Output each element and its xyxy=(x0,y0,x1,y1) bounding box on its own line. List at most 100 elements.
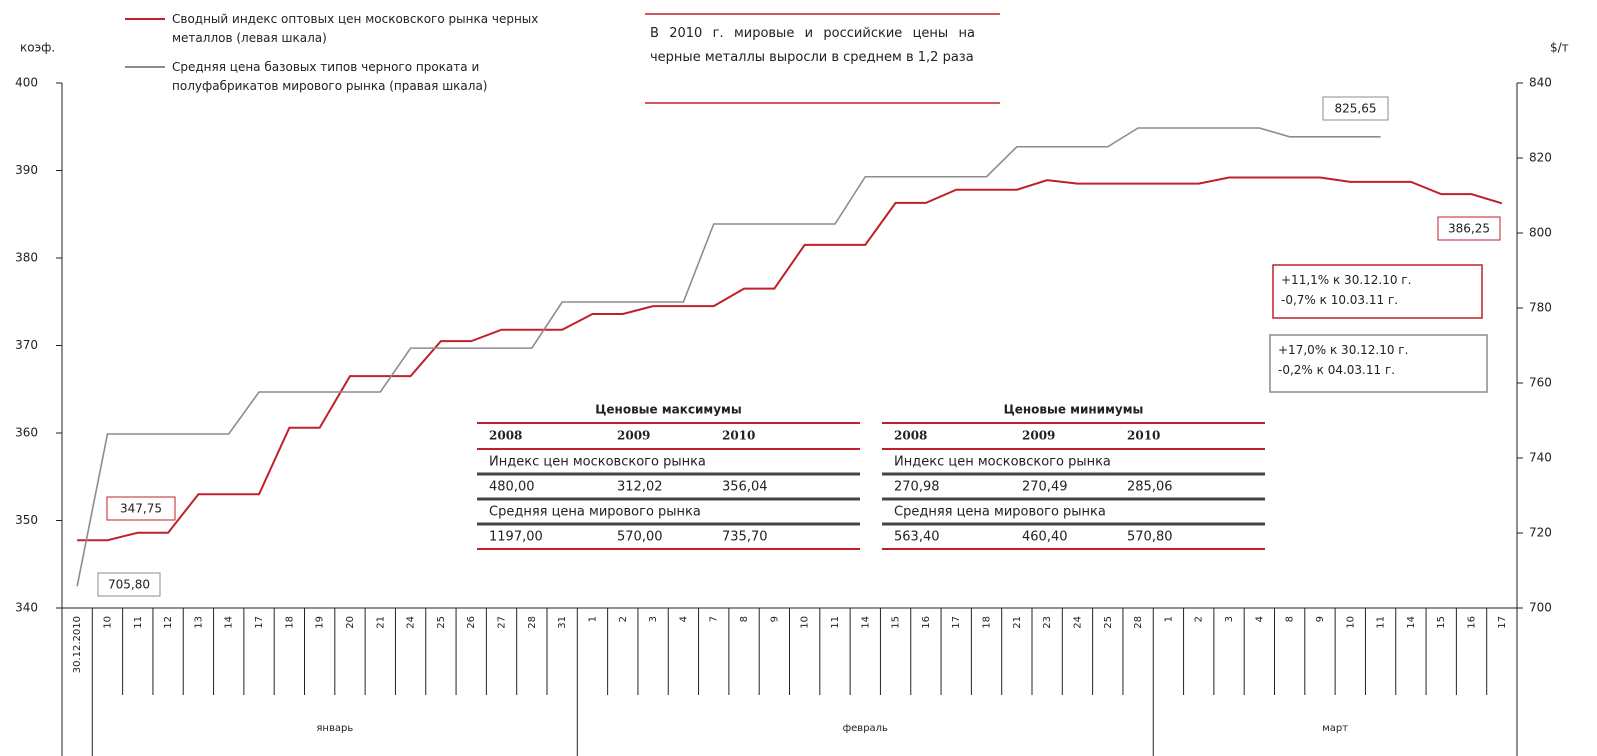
x-tick-label: 21 xyxy=(375,616,386,629)
annotation-box xyxy=(106,496,176,521)
y2-tick-label: 760 xyxy=(1529,376,1552,390)
series-line xyxy=(77,176,1503,542)
table-cell: 570,00 xyxy=(617,530,663,545)
table-header: 2010 xyxy=(1127,429,1160,443)
note-text: +11,1% к 30.12.10 г. xyxy=(1281,273,1412,287)
table-row-label: Средняя цена мирового рынка xyxy=(894,505,1106,520)
x-tick-label: 14 xyxy=(860,616,871,629)
y-tick-label: 400 xyxy=(15,76,38,90)
note-box xyxy=(1269,334,1488,393)
x-tick-label: 3 xyxy=(648,616,659,622)
table-cell: 270,49 xyxy=(1022,480,1068,495)
x-tick-label: 17 xyxy=(951,616,962,629)
x-tick-label: 19 xyxy=(315,616,326,629)
x-tick-label: 4 xyxy=(678,616,689,622)
x-tick-label: 10 xyxy=(1345,616,1356,629)
annotation-text: 825,65 xyxy=(1335,102,1377,116)
legend-label: Средняя цена базовых типов черного прока… xyxy=(172,60,488,93)
x-tick-label: 18 xyxy=(284,616,295,629)
x-tick-label: 15 xyxy=(891,616,902,629)
x-tick-label: 17 xyxy=(1497,616,1508,629)
note-text: В 2010 г. мировые и российские цены на ч… xyxy=(650,26,975,65)
y-tick-label: 340 xyxy=(15,601,38,615)
table-row-label: Индекс цен московского рынка xyxy=(489,455,706,470)
y2-axis-label: $/т xyxy=(1550,41,1569,55)
table-row-label: Индекс цен московского рынка xyxy=(894,455,1111,470)
x-tick-label: 10 xyxy=(800,616,811,629)
x-tick-label: 9 xyxy=(1315,616,1326,622)
x-tick-label: 11 xyxy=(1376,616,1387,629)
note-text: -0,2% к 04.03.11 г. xyxy=(1278,363,1396,377)
x-tick-label: 7 xyxy=(709,616,720,622)
x-tick-label: 9 xyxy=(769,616,780,622)
x-tick-label: 14 xyxy=(1406,616,1417,629)
y-axis-label: коэф. xyxy=(20,41,55,55)
annotation-box xyxy=(1322,96,1389,121)
table-cell: 460,40 xyxy=(1022,530,1068,545)
y-tick-label: 380 xyxy=(15,251,38,265)
x-tick-label: 28 xyxy=(1133,616,1144,629)
table-header: 2009 xyxy=(617,429,650,443)
x-tick-label: 30.12.2010 xyxy=(72,616,83,673)
table-header: 2010 xyxy=(722,429,755,443)
y-tick-label: 390 xyxy=(15,163,38,177)
x-tick-label: 31 xyxy=(557,616,568,629)
x-tick-label: 25 xyxy=(436,616,447,629)
x-tick-label: 26 xyxy=(466,616,477,629)
y2-tick-label: 820 xyxy=(1529,151,1552,165)
table-cell: 480,00 xyxy=(489,480,535,495)
x-tick-label: 13 xyxy=(193,616,204,629)
table-row-label: Средняя цена мирового рынка xyxy=(489,505,701,520)
x-tick-label: 8 xyxy=(739,616,750,622)
table-header: 2009 xyxy=(1022,429,1055,443)
table-cell: 285,06 xyxy=(1127,480,1173,495)
table-cell: 563,40 xyxy=(894,530,940,545)
x-tick-label: 2 xyxy=(618,616,629,622)
x-tick-label: 8 xyxy=(1285,616,1296,622)
x-tick-label: 16 xyxy=(1467,616,1478,629)
table-header: 2008 xyxy=(489,429,522,443)
table-cell: 270,98 xyxy=(894,480,940,495)
x-tick-label: 24 xyxy=(1072,616,1083,629)
x-tick-label: 10 xyxy=(102,616,113,629)
x-tick-label: 2 xyxy=(1194,616,1205,622)
group-label: март xyxy=(1322,723,1348,734)
x-tick-label: 24 xyxy=(406,616,417,629)
x-tick-label: 25 xyxy=(1103,616,1114,629)
annotation-text: 386,25 xyxy=(1448,222,1490,236)
table-cell: 1197,00 xyxy=(489,530,543,545)
table-cell: 356,04 xyxy=(722,480,768,495)
x-tick-label: 11 xyxy=(133,616,144,629)
y2-tick-label: 840 xyxy=(1529,76,1552,90)
group-label: январь xyxy=(316,723,353,734)
y2-tick-label: 780 xyxy=(1529,301,1552,315)
y-tick-label: 360 xyxy=(15,426,38,440)
note-text: -0,7% к 10.03.11 г. xyxy=(1281,293,1399,307)
annotation-box xyxy=(1437,216,1501,241)
x-tick-label: 12 xyxy=(163,616,174,629)
note-text: +17,0% к 30.12.10 г. xyxy=(1278,343,1409,357)
x-tick-label: 28 xyxy=(527,616,538,629)
annotation-box xyxy=(97,572,161,597)
x-tick-label: 14 xyxy=(224,616,235,629)
x-tick-label: 4 xyxy=(1254,616,1265,622)
note-box xyxy=(1272,264,1483,319)
table-cell: 735,70 xyxy=(722,530,768,545)
x-tick-label: 18 xyxy=(982,616,993,629)
y2-tick-label: 740 xyxy=(1529,451,1552,465)
x-tick-label: 20 xyxy=(345,616,356,629)
table-title: Ценовые максимумы xyxy=(595,403,741,417)
x-tick-label: 1 xyxy=(1163,616,1174,622)
table-cell: 570,80 xyxy=(1127,530,1173,545)
group-label: февраль xyxy=(843,723,888,734)
annotation-text: 705,80 xyxy=(108,578,150,592)
x-tick-label: 3 xyxy=(1224,616,1235,622)
x-tick-label: 21 xyxy=(1012,616,1023,629)
legend-label: Сводный индекс оптовых цен московского р… xyxy=(172,12,539,45)
x-tick-label: 15 xyxy=(1436,616,1447,629)
x-tick-label: 1 xyxy=(587,616,598,622)
x-tick-label: 11 xyxy=(830,616,841,629)
table-header: 2008 xyxy=(894,429,927,443)
y2-tick-label: 700 xyxy=(1529,601,1552,615)
